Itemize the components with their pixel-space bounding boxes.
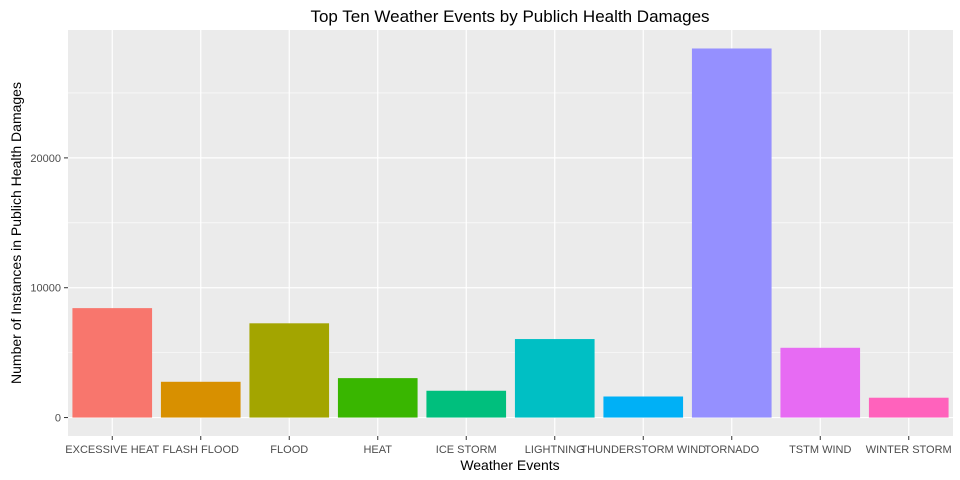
bar-flood: [249, 323, 330, 418]
x-tick-label: FLASH FLOOD: [163, 444, 239, 456]
bar-winter-storm: [868, 397, 949, 418]
y-axis: 0 10000 20000: [30, 153, 68, 425]
bar-lightning: [514, 339, 595, 418]
x-axis: EXCESSIVE HEAT FLASH FLOOD FLOOD HEAT ICE ST…: [65, 436, 952, 456]
x-tick-label: TORNADO: [704, 444, 759, 456]
chart-title: Top Ten Weather Events by Publich Health…: [310, 7, 709, 26]
x-tick-label: HEAT: [363, 444, 392, 456]
bars: [72, 48, 949, 418]
y-tick-label: 20000: [30, 153, 61, 165]
bar-heat: [337, 378, 418, 418]
x-tick-label: WINTER STORM: [866, 444, 952, 456]
bar-excessive-heat: [72, 308, 153, 418]
bar-tornado: [691, 48, 772, 418]
bar-tstm-wind: [780, 347, 861, 418]
y-tick-label: 10000: [30, 283, 61, 295]
x-tick-label: FLOOD: [270, 444, 308, 456]
bar-flash-flood: [160, 381, 241, 418]
y-tick-label: 0: [55, 413, 61, 425]
x-tick-label: LIGHTNING: [525, 444, 585, 456]
y-axis-title: Number of Instances in Publich Health Da…: [8, 82, 24, 384]
bar-ice-storm: [426, 390, 507, 418]
x-tick-label: EXCESSIVE HEAT: [65, 444, 159, 456]
x-axis-title: Weather Events: [460, 457, 559, 473]
x-tick-label: ICE STORM: [436, 444, 497, 456]
x-tick-label: THUNDERSTORM WIND: [580, 444, 706, 456]
x-tick-label: TSTM WIND: [789, 444, 851, 456]
bar-thunderstorm-wind: [603, 396, 684, 418]
